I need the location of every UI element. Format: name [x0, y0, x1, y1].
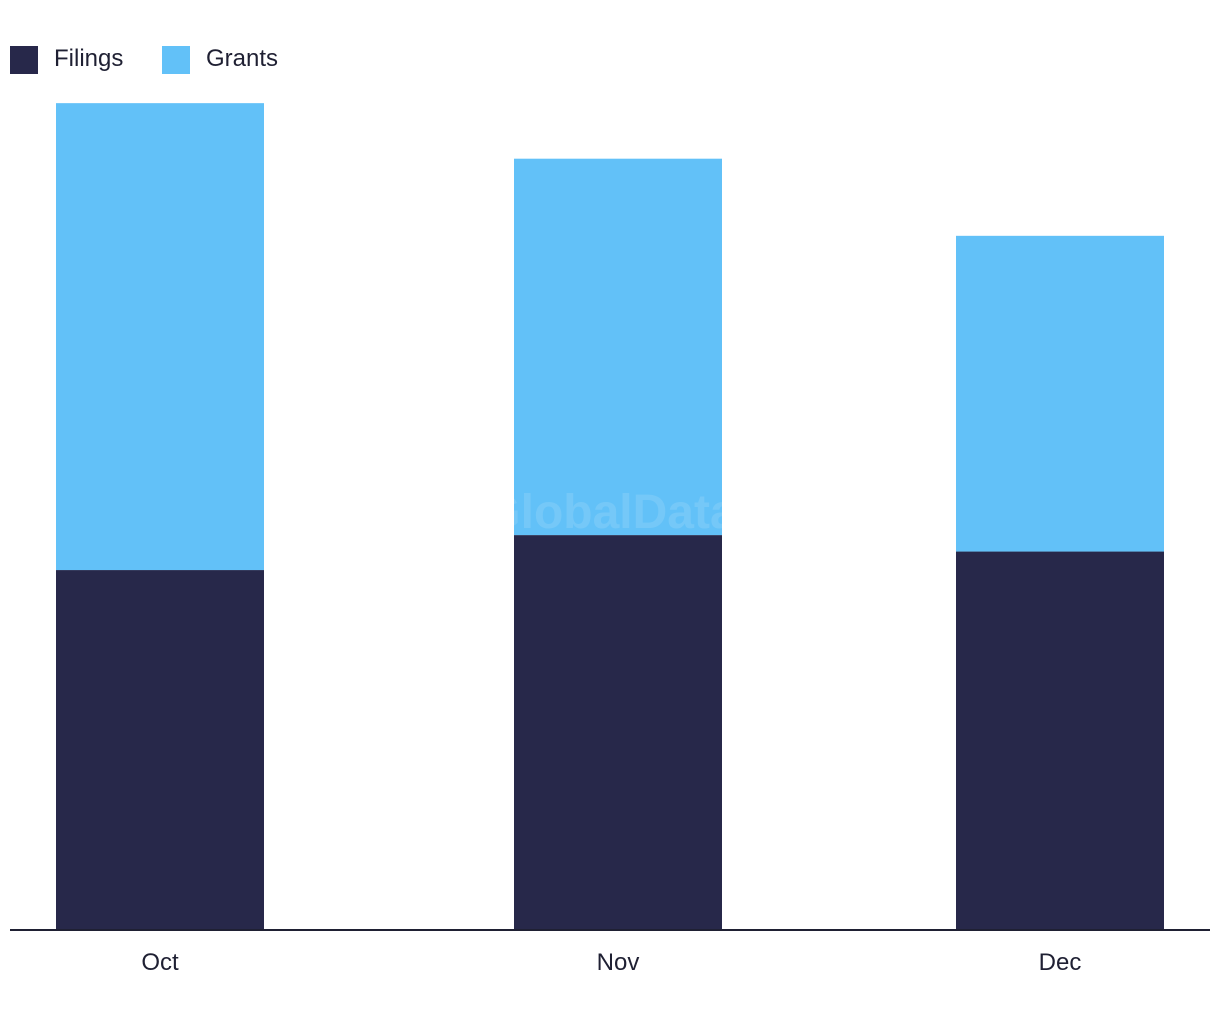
x-tick-label-oct: Oct — [141, 949, 179, 976]
x-axis-ticks: Oct Nov Dec — [141, 949, 1081, 976]
legend-label-filings: Filings — [54, 45, 123, 72]
bar-grants-nov — [514, 158, 722, 536]
x-tick-label-dec: Dec — [1039, 949, 1082, 976]
bars — [56, 103, 1164, 930]
watermark: GlobalData — [483, 486, 737, 539]
legend: Filings Grants — [10, 45, 278, 74]
x-tick-label-nov: Nov — [597, 949, 640, 976]
legend-label-grants: Grants — [206, 45, 278, 72]
legend-swatch-filings — [10, 46, 38, 74]
bar-filings-dec — [956, 551, 1164, 930]
legend-swatch-grants — [162, 46, 190, 74]
bar-grants-dec — [956, 235, 1164, 552]
bar-filings-nov — [514, 535, 722, 930]
bar-filings-oct — [56, 570, 264, 930]
bar-grants-oct — [56, 103, 264, 571]
